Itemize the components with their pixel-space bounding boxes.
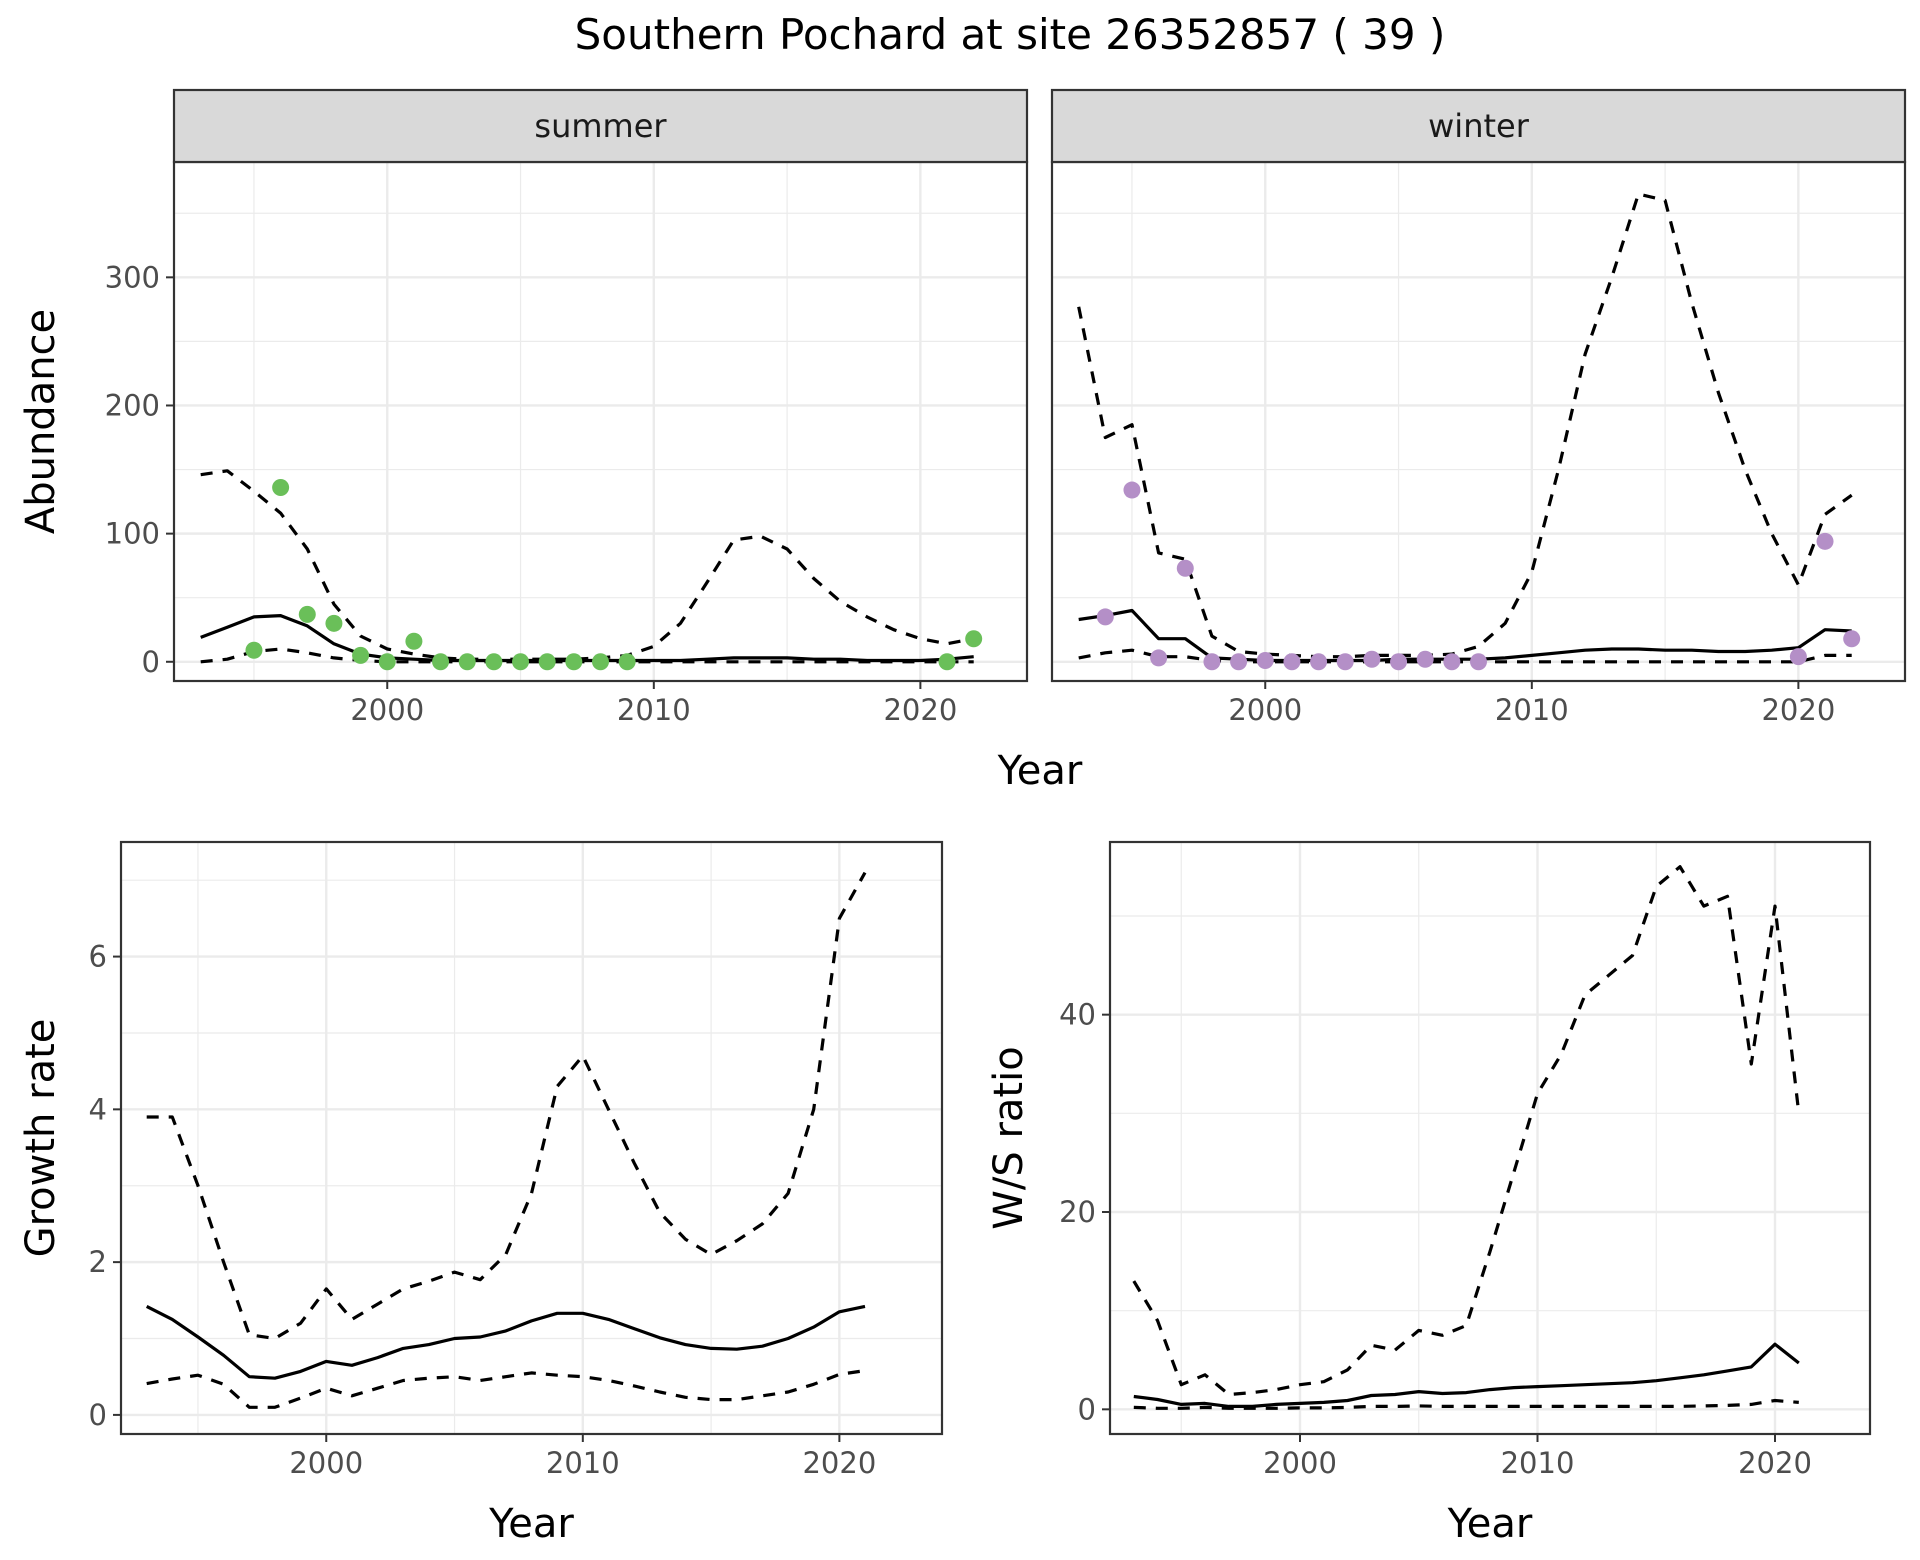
estimate-line: [145, 1304, 866, 1380]
count-point: [1203, 653, 1221, 671]
count-point: [965, 630, 983, 648]
upper-ci-line: [1077, 192, 1853, 659]
count-point: [592, 653, 609, 671]
count-point: [1443, 653, 1461, 671]
y-tick-label: 4: [89, 1092, 107, 1126]
count-point: [1176, 559, 1194, 577]
count-point: [245, 641, 263, 659]
panel-winter: winter 2000 2010 2020: [1050, 88, 1907, 727]
count-point: [1789, 648, 1807, 666]
y-tick-label: 0: [142, 645, 160, 679]
count-point: [1816, 532, 1834, 550]
y-tick-label: 200: [105, 388, 160, 422]
x-tick-label: 2000: [1263, 1446, 1337, 1480]
count-point: [512, 653, 530, 671]
y-tick-label: 2: [89, 1245, 107, 1279]
x-tick-label: 2010: [546, 1446, 620, 1480]
y-axis-label: Abundance: [18, 309, 64, 534]
count-point: [405, 632, 423, 650]
count-point: [1096, 608, 1114, 626]
facet-strip: [1050, 88, 1907, 164]
top-shared-x-axis-label: Year: [997, 748, 1083, 794]
chart-title: Southern Pochard at site 26352857 ( 39 ): [575, 10, 1446, 59]
count-point: [1123, 481, 1141, 499]
y-tick-label: 6: [89, 940, 107, 974]
y-axis-label: W/S ratio: [986, 1046, 1032, 1229]
panel-border: [119, 840, 944, 1436]
upper-ci-line: [200, 469, 975, 661]
lower-ci-line: [200, 647, 974, 664]
count-point: [1336, 653, 1354, 671]
y-tick-label: 300: [105, 260, 160, 294]
count-point: [1363, 650, 1381, 668]
count-point: [538, 653, 556, 671]
count-point: [298, 605, 316, 623]
count-point: [485, 653, 503, 671]
lower-ci-line: [146, 1369, 866, 1409]
x-tick-label: 2010: [1495, 693, 1569, 727]
x-tick-label: 2010: [1501, 1446, 1575, 1480]
estimate-line: [1133, 1342, 1800, 1408]
lower-ci-line: [1078, 648, 1852, 664]
lower-ci-line: [1133, 1398, 1799, 1410]
facet-strip-label: winter: [1428, 107, 1530, 145]
facet-strip-label: summer: [534, 107, 667, 145]
x-tick-label: 2000: [1228, 693, 1302, 727]
count-point: [378, 653, 396, 671]
plot-area: [1110, 842, 1870, 1434]
count-point: [1310, 653, 1328, 671]
x-axis-label: Year: [488, 1501, 574, 1547]
x-tick-label: 2010: [617, 693, 691, 727]
count-point: [352, 646, 370, 664]
y-tick-label: 0: [1078, 1392, 1096, 1426]
count-point: [1390, 653, 1408, 671]
facet-strip: [172, 88, 1029, 164]
x-tick-label: 2020: [802, 1446, 876, 1480]
panel-summer: summer 2000 2010 2020 0 100 200 300 Abundance: [18, 88, 1029, 727]
count-point: [325, 614, 343, 632]
x-tick-label: 2020: [883, 693, 957, 727]
y-axis-label: Growth rate: [18, 1019, 64, 1258]
x-tick-label: 2020: [1761, 693, 1835, 727]
count-point: [1256, 651, 1274, 669]
x-axis-label: Year: [1447, 1501, 1533, 1547]
panel-ws-ratio: 2000 2010 2020 0 20 40 W/S ratio Year: [986, 840, 1872, 1547]
y-tick-label: 100: [105, 517, 160, 551]
count-point: [938, 653, 956, 671]
plot-area: [121, 842, 942, 1434]
count-point: [432, 653, 450, 671]
x-tick-label: 2020: [1738, 1446, 1812, 1480]
count-point: [1470, 653, 1487, 671]
count-point: [618, 653, 636, 671]
count-point: [272, 478, 290, 496]
x-tick-label: 2000: [289, 1446, 363, 1480]
y-tick-label: 20: [1059, 1195, 1096, 1229]
upper-ci-line: [1132, 865, 1801, 1397]
plot-area: [174, 162, 1027, 681]
estimate-line: [200, 614, 974, 663]
panel-growth-rate: 2000 2010 2020 0 2 4 6 Growth rate Year: [18, 840, 944, 1547]
count-point: [1416, 650, 1434, 668]
plot-area: [1052, 162, 1905, 681]
count-point: [458, 653, 476, 671]
panel-border: [1108, 840, 1872, 1436]
count-point: [1150, 649, 1168, 667]
y-tick-label: 0: [89, 1398, 107, 1432]
upper-ci-line: [146, 871, 867, 1341]
y-tick-label: 40: [1059, 998, 1096, 1032]
x-tick-label: 2000: [350, 693, 424, 727]
count-point: [1843, 630, 1861, 648]
count-point: [1230, 653, 1248, 671]
count-point: [1283, 653, 1301, 671]
count-point: [565, 653, 583, 671]
